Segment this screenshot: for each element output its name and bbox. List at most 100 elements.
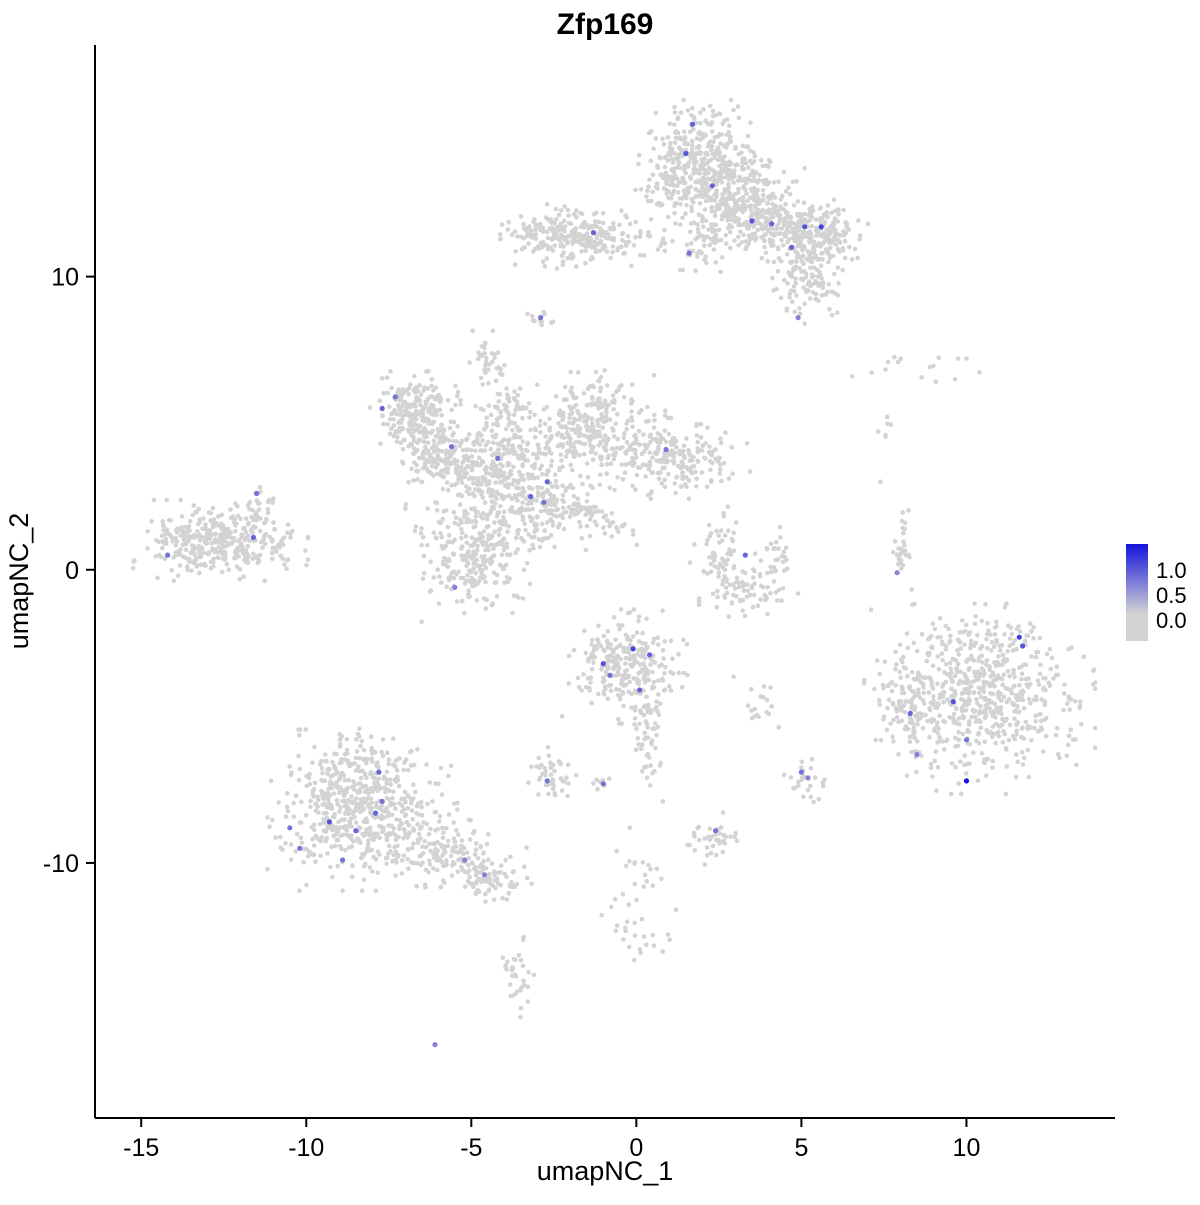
cell-point: [899, 690, 905, 696]
cell-point: [490, 533, 495, 538]
cell-point: [480, 516, 485, 521]
cell-point: [791, 266, 796, 271]
cell-point: [966, 632, 971, 638]
cell-point: [672, 122, 677, 127]
cell-point: [956, 652, 962, 657]
cell-point: [684, 141, 689, 146]
cell-point: [685, 467, 691, 472]
cell-point: [516, 444, 522, 450]
cell-point: [459, 493, 465, 499]
cell-point: [598, 388, 603, 394]
cell-point: [632, 433, 637, 439]
cell-point: [938, 635, 943, 640]
cell-point: [548, 517, 553, 522]
cell-point: [210, 524, 216, 530]
cell-point: [1068, 727, 1074, 733]
cell-point: [740, 166, 745, 172]
cell-point: [470, 328, 476, 334]
cell-point: [550, 248, 556, 253]
cell-point: [648, 710, 654, 716]
cell-point: [1012, 638, 1018, 643]
cell-point: [526, 241, 531, 246]
cell-point: [230, 514, 235, 519]
cell-point: [569, 411, 574, 417]
cell-point: [639, 451, 645, 457]
cell-point: [835, 265, 841, 270]
cell-point: [611, 225, 616, 230]
cell-point: [718, 440, 724, 446]
cell-point: [395, 434, 400, 440]
cell-point: [641, 704, 647, 710]
cell-point: [418, 402, 423, 408]
cell-point: [694, 484, 699, 489]
cell-point: [1077, 705, 1082, 711]
cell-point: [928, 761, 934, 767]
cell-point: [647, 434, 653, 439]
cell-point: [712, 558, 717, 563]
cell-point: [263, 516, 269, 522]
cell-point: [1029, 654, 1034, 659]
cell-point: [573, 264, 579, 269]
cell-point: [585, 386, 591, 392]
cell-point: [893, 666, 898, 672]
cell-point: [936, 666, 942, 672]
cell-point: [677, 196, 683, 201]
cell-point: [852, 246, 858, 252]
cell-point: [611, 221, 616, 226]
cell-point: [181, 529, 187, 535]
cell-point: [628, 662, 633, 668]
cell-point: [832, 216, 838, 221]
cell-point: [783, 545, 789, 551]
cell-point: [272, 527, 278, 532]
cell-point: [709, 205, 714, 210]
cell-point: [698, 179, 704, 185]
cell-point: [964, 659, 969, 664]
cell-point: [827, 307, 832, 312]
cell-point: [865, 221, 871, 227]
cell-point: [653, 721, 658, 726]
cell-point: [993, 740, 998, 746]
cell-point: [756, 177, 761, 183]
cell-point: [956, 781, 961, 786]
cell-point: [831, 197, 837, 202]
cell-point: [482, 426, 488, 431]
cell-point: [712, 155, 717, 161]
cell-point: [885, 421, 890, 427]
cell-point: [642, 730, 647, 736]
cell-point: [620, 477, 626, 482]
cell-point: [702, 455, 707, 461]
cell-point: [731, 565, 737, 571]
cell-point: [977, 370, 982, 375]
cell-point: [1044, 651, 1050, 657]
cell-point: [949, 670, 954, 675]
cell-point: [508, 552, 513, 557]
cell-point: [776, 725, 782, 730]
cell-point: [645, 404, 650, 410]
cell-point: [556, 431, 561, 436]
cell-point: [766, 228, 771, 234]
cell-point: [897, 669, 903, 675]
cell-point: [520, 485, 525, 491]
cell-point: [975, 633, 980, 638]
cell-point: [516, 507, 522, 513]
cell-point: [662, 248, 668, 254]
cell-point: [701, 243, 707, 248]
cell-point: [789, 271, 794, 277]
cell-point: [462, 474, 468, 480]
cell-point: [682, 192, 687, 198]
cell-point: [952, 376, 958, 382]
cell-point: [569, 427, 574, 432]
cell-point: [889, 688, 895, 694]
cell-point: [1005, 669, 1011, 674]
cell-point: [629, 397, 634, 402]
cell-point: [566, 504, 572, 510]
cell-point: [421, 553, 427, 559]
cell-point: [882, 659, 888, 664]
cell-point: [615, 475, 620, 480]
cell-point: [992, 632, 998, 637]
cell-point: [791, 284, 797, 289]
cell-point: [773, 589, 779, 595]
cell-point: [591, 660, 596, 665]
cell-point: [687, 458, 693, 464]
cell-point: [479, 539, 485, 545]
